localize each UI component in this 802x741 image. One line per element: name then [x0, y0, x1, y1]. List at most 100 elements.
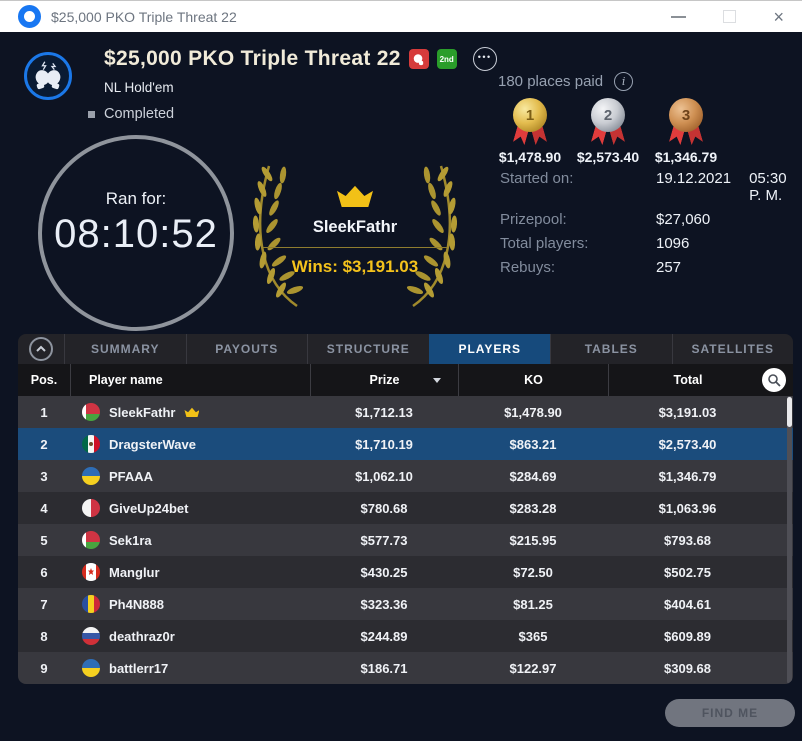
player-cell: battlerr17 — [70, 659, 310, 677]
table-row[interactable]: 8 deathraz0r $244.89 $365 $609.89 — [18, 620, 793, 652]
ko-cell: $863.21 — [509, 436, 557, 452]
position-cell: 6 — [40, 564, 48, 580]
player-name: Sek1ra — [109, 532, 152, 548]
column-header-pos[interactable]: Pos. — [18, 364, 70, 396]
tab-satellites[interactable]: SATELLITES — [671, 334, 794, 364]
ko-cell: $284.69 — [509, 468, 557, 484]
prize-cell: $1,710.19 — [355, 436, 413, 452]
total-cell: $1,063.96 — [658, 500, 717, 516]
player-cell: Manglur — [70, 563, 310, 581]
window-title: $25,000 PKO Triple Threat 22 — [51, 8, 237, 25]
player-name: GiveUp24bet — [109, 500, 189, 516]
tournament-status: Completed — [88, 106, 174, 122]
medal-amount: $1,346.79 — [654, 149, 718, 165]
country-flag-icon — [82, 595, 100, 613]
table-row[interactable]: 9 battlerr17 $186.71 $122.97 $309.68 — [18, 652, 793, 684]
status-label: Completed — [104, 106, 175, 122]
position-cell: 4 — [40, 500, 48, 516]
ko-cell: $81.25 — [513, 596, 553, 612]
status-bullet-icon — [88, 110, 95, 118]
players-table-body: 1 SleekFathr $1,712.13 $1,478.90 $3,191.03 2 D… — [18, 396, 793, 684]
maximize-button[interactable] — [723, 10, 737, 23]
column-header-label: Pos. — [30, 373, 58, 387]
duration-value: 08:10:52 — [54, 212, 218, 256]
collapse-panel-button[interactable] — [18, 334, 64, 364]
player-cell: GiveUp24bet — [70, 499, 310, 517]
column-header-ko[interactable]: KO — [458, 364, 608, 396]
table-row[interactable]: 6 Manglur $430.25 $72.50 $502.75 — [18, 556, 793, 588]
column-header-label: Total — [673, 373, 703, 387]
medal-amount: $2,573.40 — [576, 149, 640, 165]
winner-crown-icon — [184, 407, 200, 417]
country-flag-icon — [82, 531, 100, 549]
column-header-total[interactable]: Total — [608, 364, 793, 396]
search-player-button[interactable] — [762, 368, 786, 392]
medal-place-3: 3 $1,346.79 — [648, 98, 724, 165]
stat-value: $27,060 — [656, 211, 711, 228]
duration-circle: Ran for: 08:10:52 — [38, 135, 234, 331]
position-cell: 3 — [40, 468, 48, 484]
tournament-title: $25,000 PKO Triple Threat 22 — [104, 47, 401, 70]
country-flag-icon — [82, 563, 100, 581]
prize-cell: $1,062.10 — [355, 468, 413, 484]
table-row[interactable]: 2 DragsterWave $1,710.19 $863.21 $2,573.40 — [18, 428, 793, 460]
column-header-prize[interactable]: Prize — [310, 364, 458, 396]
total-cell: $609.89 — [664, 628, 711, 644]
table-row[interactable]: 3 PFAAA $1,062.10 $284.69 $1,346.79 — [18, 460, 793, 492]
position-cell: 2 — [40, 436, 48, 452]
stat-label: Rebuys: — [500, 259, 556, 276]
table-row[interactable]: 1 SleekFathr $1,712.13 $1,478.90 $3,191.03 — [18, 396, 793, 428]
more-options-button[interactable]: ••• — [472, 47, 497, 71]
position-cell: 7 — [40, 596, 48, 612]
chevron-up-icon — [29, 337, 53, 361]
info-icon[interactable]: i — [614, 72, 634, 91]
stat-label: Prizepool: — [500, 211, 567, 228]
column-header-player-name[interactable]: Player name — [70, 364, 310, 396]
bronze-medal-icon: 3 — [668, 98, 704, 146]
player-cell: DragsterWave — [70, 435, 310, 453]
tab-payouts[interactable]: PAYOUTS — [185, 334, 308, 364]
minimize-button[interactable] — [671, 15, 687, 18]
places-paid: 180 places paid i — [498, 72, 634, 91]
table-row[interactable]: 5 Sek1ra $577.73 $215.95 $793.68 — [18, 524, 793, 556]
stat-value: 19.12.2021 05:30 P. M. — [656, 170, 787, 204]
window-controls: × — [671, 8, 784, 26]
ko-cell: $215.95 — [509, 532, 557, 548]
column-header-label: Player name — [89, 373, 163, 387]
total-cell: $793.68 — [664, 532, 711, 548]
medal-amount: $1,478.90 — [498, 149, 562, 165]
player-name: SleekFathr — [109, 404, 176, 420]
close-button[interactable]: × — [773, 6, 784, 27]
prize-cell: $244.89 — [360, 628, 408, 644]
ko-cell: $72.50 — [513, 564, 553, 580]
winner-crown-icon — [337, 185, 373, 207]
prize-cell: $577.73 — [360, 532, 408, 548]
tab-players[interactable]: PLAYERS — [428, 334, 550, 364]
country-flag-icon — [82, 435, 100, 453]
player-name: Ph4N888 — [109, 596, 164, 612]
tab-bar: SUMMARY PAYOUTS STRUCTURE PLAYERS TABLES SATE… — [18, 334, 793, 364]
column-header-label: KO — [524, 373, 543, 387]
sort-desc-icon — [433, 377, 441, 383]
position-cell: 1 — [40, 404, 48, 420]
tab-summary[interactable]: SUMMARY — [64, 334, 186, 364]
position-cell: 8 — [40, 628, 48, 644]
ko-cell: $122.97 — [509, 660, 557, 676]
total-cell: $1,346.79 — [658, 468, 717, 484]
stat-label: Total players: — [500, 235, 589, 252]
second-chance-badge: 2nd — [436, 49, 457, 69]
boxing-gloves-icon — [35, 61, 61, 90]
find-me-button[interactable]: FIND ME — [665, 699, 795, 727]
player-cell: PFAAA — [70, 467, 310, 485]
winner-wreath: SleekFathr Wins: $3,191.03 — [243, 162, 467, 310]
top-three-medals: 1 $1,478.90 2 $2,573.40 3 $1,346.79 — [492, 98, 724, 165]
tab-structure[interactable]: STRUCTURE — [307, 334, 429, 364]
player-name: DragsterWave — [109, 436, 196, 452]
table-row[interactable]: 4 GiveUp24bet $780.68 $283.28 $1,063.96 — [18, 492, 793, 524]
table-scrollbar[interactable] — [787, 396, 792, 684]
table-row[interactable]: 7 Ph4N888 $323.36 $81.25 $404.61 — [18, 588, 793, 620]
prize-cell: $430.25 — [360, 564, 408, 580]
tab-tables[interactable]: TABLES — [550, 334, 672, 364]
scrollbar-thumb[interactable] — [787, 397, 792, 427]
